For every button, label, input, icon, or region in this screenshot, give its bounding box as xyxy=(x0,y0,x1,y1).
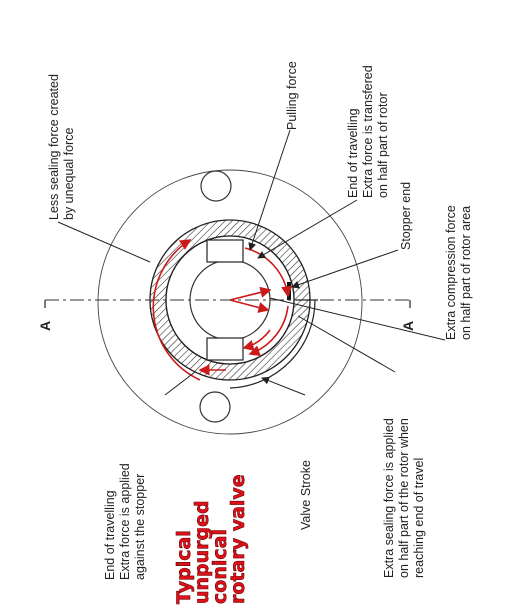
diagram-title: Typical unpurged conical rotary valve xyxy=(173,474,249,604)
label-less-sealing: Less sealing force created by unequal fo… xyxy=(47,71,76,220)
label-stopper-end: Stopper end xyxy=(399,182,413,250)
label-extra-sealing: Extra sealing force is applied on half p… xyxy=(382,415,426,578)
label-end-travel-bottom: End of travelling Extra force is applied… xyxy=(103,460,147,580)
label-end-travel-top: End of travelling Extra force is transfe… xyxy=(346,62,390,198)
label-pulling-force: Pulling force xyxy=(285,61,299,130)
slot-bottom xyxy=(207,338,243,360)
bolt-hole-top xyxy=(201,171,231,201)
bolt-hole-bottom xyxy=(200,392,230,422)
section-marker-right: A xyxy=(400,321,416,331)
label-extra-compression: Extra compression force on half part of … xyxy=(444,202,473,340)
slot-top xyxy=(207,240,243,262)
section-marker-left: A xyxy=(37,321,53,331)
label-valve-stroke: Valve Stroke xyxy=(299,460,313,530)
